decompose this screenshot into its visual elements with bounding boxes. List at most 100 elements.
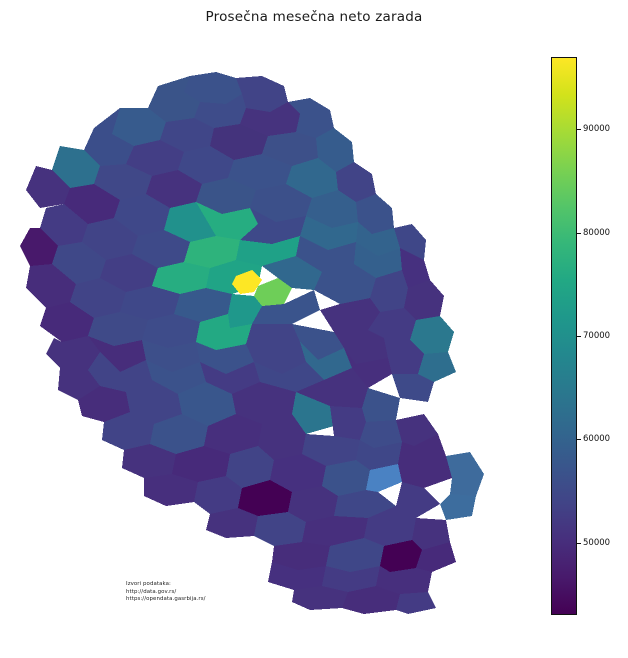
- municipality-patch: [396, 482, 440, 518]
- municipality-patch: [100, 254, 158, 292]
- municipality-patch: [206, 508, 258, 538]
- municipality-patch: [272, 542, 330, 570]
- colorbar-tick-label: 70000: [583, 331, 611, 341]
- municipality-patch: [232, 270, 262, 294]
- municipality-patch: [270, 454, 326, 492]
- municipality-patch: [300, 342, 352, 380]
- page-title: Prosečna mesečna neto zarada: [205, 9, 423, 25]
- municipality-patch: [334, 490, 396, 518]
- colorbar: 50000 60000 70000 80000 90000: [551, 57, 610, 615]
- colorbar-tick: [577, 336, 581, 337]
- colorbar-tick: [577, 542, 581, 544]
- municipality-patch: [26, 166, 70, 208]
- municipality-patch: [288, 486, 338, 522]
- colorbar-tick: [577, 232, 581, 234]
- municipality-patch: [320, 298, 380, 332]
- municipality-patch: [356, 440, 402, 470]
- municipality-patch: [246, 324, 300, 354]
- municipality-patch: [196, 202, 258, 240]
- municipality-patch: [132, 230, 190, 268]
- municipality-patch: [404, 280, 444, 320]
- municipality-patch: [268, 562, 326, 590]
- municipality-patch: [196, 342, 254, 374]
- municipality-patch: [286, 158, 338, 198]
- municipality-patch: [146, 360, 206, 394]
- municipality-patch: [142, 314, 200, 348]
- municipality-patch: [148, 76, 200, 122]
- municipality-patch: [354, 242, 402, 278]
- municipality-patch: [46, 336, 100, 370]
- colorbar-tick-label: 60000: [583, 434, 611, 445]
- municipality-patch: [418, 352, 456, 382]
- municipality-patch: [232, 382, 296, 424]
- municipality-patch: [322, 460, 370, 496]
- municipality-patch: [296, 236, 356, 272]
- municipality-patch: [368, 308, 416, 340]
- municipality-patch: [356, 222, 400, 256]
- municipality-patch: [94, 164, 152, 200]
- municipality-patch: [392, 374, 434, 402]
- municipality-patch: [64, 184, 120, 224]
- municipality-patch: [334, 330, 388, 364]
- municipality-patch: [416, 542, 456, 572]
- colorbar-tick-label: 80000: [583, 227, 611, 238]
- municipality-patch: [146, 170, 202, 208]
- colorbar-tick-label: 50000: [583, 537, 611, 548]
- source-note-url-2: https://opendata.gasrbija.rs/: [126, 596, 206, 603]
- municipality-patch: [52, 146, 100, 188]
- municipality-patch: [314, 264, 376, 304]
- municipality-patch: [410, 316, 454, 354]
- municipality-patch: [322, 566, 380, 592]
- municipality-patch: [228, 294, 262, 328]
- map-axes: [0, 38, 540, 618]
- municipality-patch: [144, 474, 198, 506]
- municipality-patch: [88, 312, 148, 346]
- municipality-patch: [330, 406, 366, 440]
- municipality-patch: [142, 340, 200, 372]
- municipality-patch: [398, 456, 452, 488]
- municipality-patch: [174, 288, 232, 322]
- municipality-patch: [396, 592, 436, 614]
- municipality-patch: [122, 444, 176, 478]
- colorbar-gradient: [551, 57, 577, 615]
- municipality-patch: [160, 118, 214, 152]
- municipality-patch: [184, 236, 240, 268]
- municipality-patch: [88, 336, 146, 372]
- municipality-patch: [120, 286, 180, 320]
- municipality-patch: [370, 270, 408, 312]
- municipality-patch: [70, 278, 126, 318]
- municipality-patch: [194, 476, 242, 514]
- municipality-patch: [178, 382, 236, 426]
- municipality-patch: [292, 586, 348, 610]
- municipality-patch: [366, 464, 402, 492]
- municipality-patch: [336, 162, 376, 202]
- municipality-patch: [300, 216, 358, 250]
- municipality-patch: [396, 414, 438, 446]
- municipality-patch: [236, 236, 300, 266]
- municipality-patch: [196, 178, 256, 214]
- municipality-patch: [228, 154, 292, 190]
- municipality-patch: [204, 414, 262, 454]
- municipality-patch: [40, 302, 94, 342]
- municipality-patch: [26, 264, 76, 308]
- municipality-patch: [196, 314, 252, 350]
- municipality-layer: [20, 72, 484, 614]
- municipality-patch: [360, 420, 402, 448]
- municipality-patch: [292, 392, 334, 434]
- colorbar-tick: [577, 129, 581, 131]
- municipality-patch: [316, 128, 354, 172]
- municipality-patch: [126, 380, 182, 424]
- municipality-patch: [126, 140, 184, 176]
- municipality-patch: [400, 248, 430, 288]
- municipality-patch: [152, 262, 210, 294]
- source-note-url-1: http://data.gov.rs/: [126, 588, 177, 595]
- municipality-patch: [88, 352, 152, 392]
- municipality-patch: [194, 94, 246, 128]
- municipality-patch: [102, 412, 154, 450]
- municipality-patch: [362, 388, 400, 422]
- municipality-patch: [236, 76, 288, 112]
- municipality-patch: [178, 146, 234, 184]
- municipality-patch: [262, 132, 318, 166]
- municipality-patch: [114, 194, 170, 236]
- municipality-patch: [288, 98, 334, 138]
